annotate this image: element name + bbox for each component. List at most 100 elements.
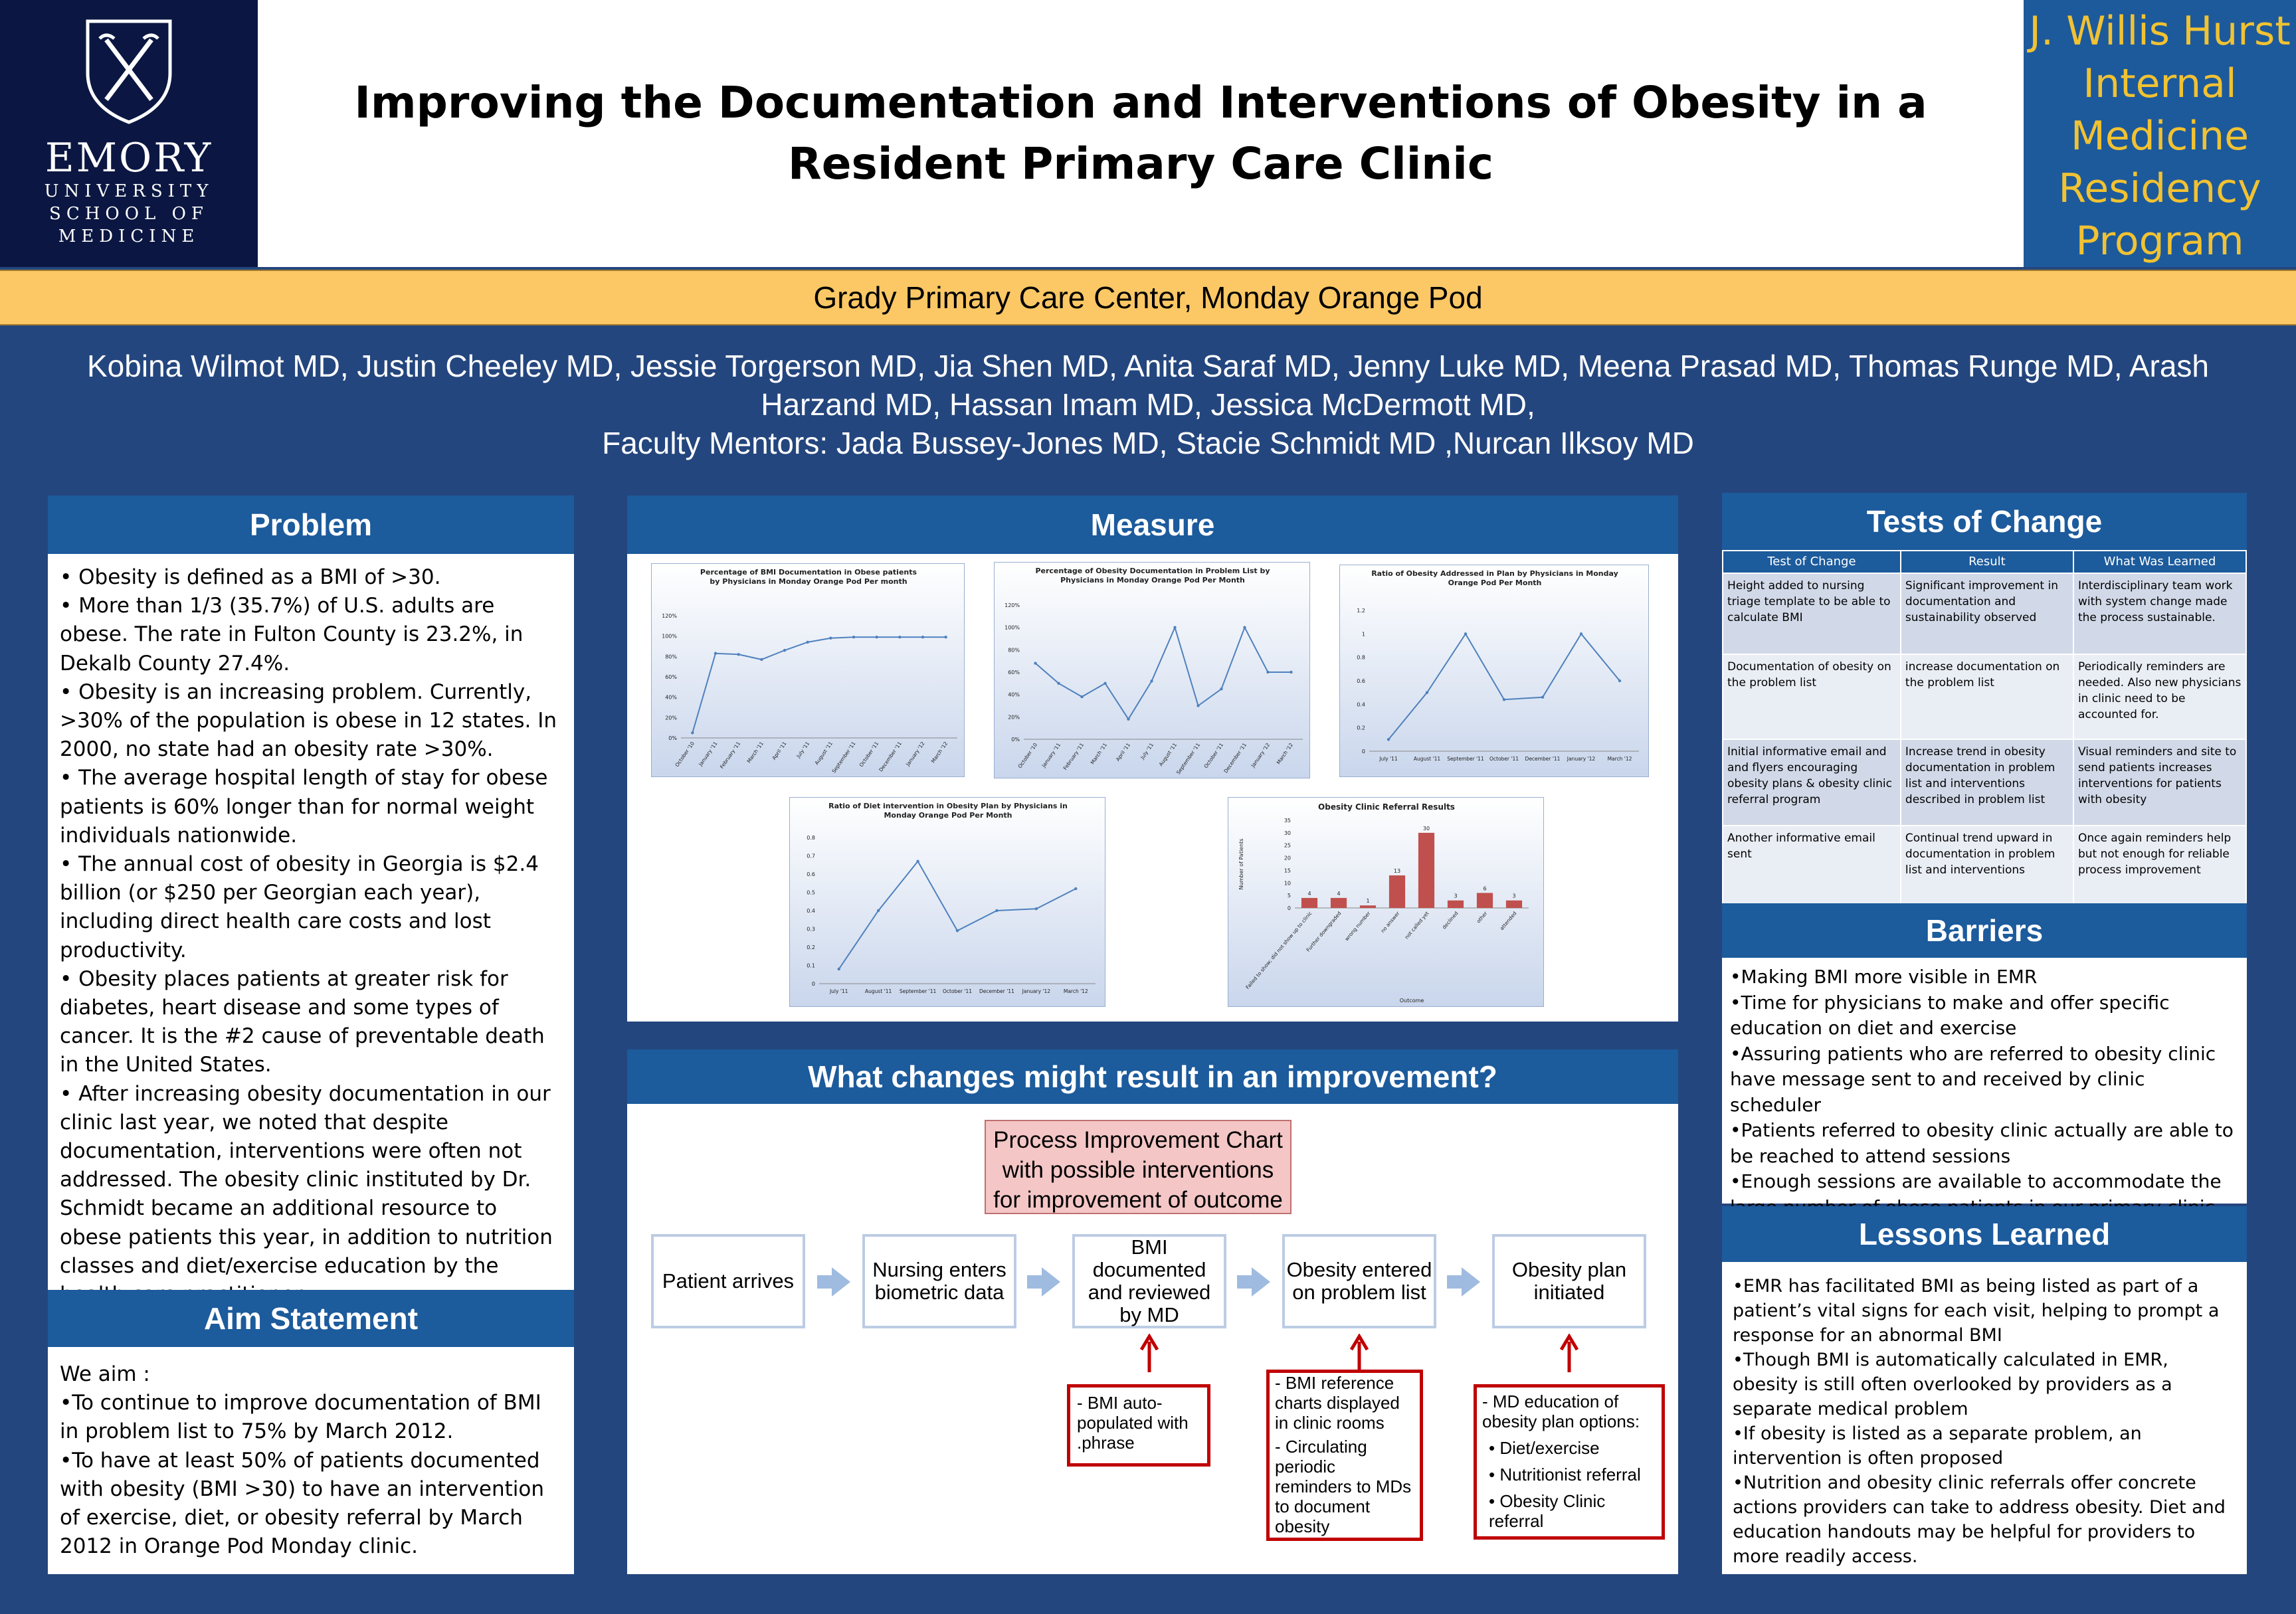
y-tick-label: 0 <box>1362 749 1365 755</box>
x-tick-label: January '12 <box>1022 988 1051 994</box>
series-line <box>692 636 946 733</box>
data-point <box>1034 907 1038 911</box>
lesson-item: •Nutrition and obesity clinic referrals … <box>1733 1473 2226 1567</box>
flow-step-nursing-biometric: Nursing enters biometric data <box>862 1234 1016 1328</box>
data-point <box>1502 698 1506 701</box>
y-tick-label: 0.8 <box>807 835 815 841</box>
x-tick-label: October '10 <box>674 741 696 768</box>
y-tick-label: 60% <box>1008 670 1020 675</box>
data-point <box>760 658 763 662</box>
tests-body: Test of Change Result What Was Learned H… <box>1722 550 2248 911</box>
flow-step-bmi-documented: BMI documented and reviewed by MD <box>1072 1234 1226 1328</box>
x-tick-label: April '11 <box>771 741 787 761</box>
x-tick-label: February '11 <box>1062 742 1086 771</box>
subtitle-bar: Grady Primary Care Center, Monday Orange… <box>0 270 2296 325</box>
y-tick-label: 0.1 <box>807 963 815 969</box>
data-point <box>1127 717 1130 721</box>
flow-arrow-icon <box>1447 1267 1480 1297</box>
x-tick-label: October '11 <box>858 741 880 768</box>
table-cell: Documentation of obesity on the problem … <box>1722 654 1901 740</box>
chart-title: Ratio of Obesity Addressed in Plan by Ph… <box>1371 569 1618 578</box>
aim-body: We aim : •To continue to improve documen… <box>48 1347 574 1574</box>
data-label: 1 <box>1366 898 1369 904</box>
problem-bullet: • The annual cost of obesity in Georgia … <box>60 852 539 962</box>
chart-title: Monday Orange Pod Per Month <box>884 811 1012 820</box>
x-tick-label: August '11 <box>814 741 834 766</box>
y-tick-label: 80% <box>1008 647 1020 653</box>
x-tick-label: March '11 <box>745 741 765 764</box>
problem-heading: Problem <box>48 495 574 554</box>
table-cell: Initial informative email and and flyers… <box>1722 739 1901 826</box>
x-tick-label: December '11 <box>1525 756 1561 762</box>
y-tick-label: 0.4 <box>807 908 815 914</box>
bar <box>1330 897 1347 908</box>
data-point <box>1074 887 1078 891</box>
table-row: Initial informative email and and flyers… <box>1722 739 2248 826</box>
series-line <box>1034 625 1292 721</box>
data-point <box>1243 626 1246 629</box>
logo-emory: EMORY <box>45 135 213 181</box>
barrier-item: •Assuring patients who are referred to o… <box>1730 1042 2216 1116</box>
logo-medicine: MEDICINE <box>58 226 200 246</box>
x-tick-label: October '10 <box>1017 742 1039 769</box>
bar <box>1476 893 1493 908</box>
x-tick-label: October '11 <box>1489 756 1519 762</box>
authors: Kobina Wilmot MD, Justin Cheeley MD, Jes… <box>0 347 2296 462</box>
barriers-body: •Making BMI more visible in EMR •Time fo… <box>1722 958 2247 1218</box>
y-tick-label: 80% <box>665 654 677 660</box>
process-improvement-text: Process Improvement Chart with possible … <box>993 1127 1283 1213</box>
chart-title: by Physicians in Monday Orange Pod Per m… <box>710 577 907 586</box>
chart-title: Physicians in Monday Orange Pod Per Mont… <box>1060 576 1245 584</box>
flow-step-obesity-plan: Obesity plan initiated <box>1492 1234 1646 1328</box>
data-point <box>921 636 925 639</box>
intervention-item: • Obesity Clinic referral <box>1489 1491 1606 1531</box>
problem-bullet: • The average hospital length of stay fo… <box>60 766 548 848</box>
x-tick-label: September '11 <box>900 988 937 994</box>
subtitle: Grady Primary Care Center, Monday Orange… <box>813 280 1483 315</box>
x-tick-label: April '11 <box>1115 742 1131 762</box>
data-point <box>1057 681 1060 685</box>
aim-line: •To have at least 50% of patients docume… <box>60 1448 544 1559</box>
x-tick-label: not called yet <box>1404 910 1430 940</box>
x-tick-label: August '11 <box>1158 742 1179 767</box>
lesson-item: •If obesity is listed as a separate prob… <box>1733 1423 2142 1469</box>
tests-heading: Tests of Change <box>1722 493 2247 550</box>
table-cell: Increase trend in obesity documentation … <box>1899 739 2074 826</box>
y-tick-label: 20% <box>665 715 677 721</box>
data-point <box>1150 679 1153 683</box>
chart-obesity-addressed-ratio: Ratio of Obesity Addressed in Plan by Ph… <box>1339 565 1649 777</box>
intervention-md-education: - MD education of obesity plan options: … <box>1474 1384 1665 1540</box>
process-improvement-box: Process Improvement Chart with possible … <box>985 1120 1292 1214</box>
aim-line: We aim : <box>60 1362 150 1386</box>
intervention-text: - BMI reference charts displayed in clin… <box>1275 1373 1400 1433</box>
flow-step-obesity-problem-list: Obesity entered on problem list <box>1282 1234 1436 1328</box>
x-tick-label: September '11 <box>830 741 856 774</box>
data-label: 3 <box>1512 893 1515 899</box>
data-point <box>1387 738 1390 741</box>
y-tick-label: 120% <box>662 613 677 619</box>
intervention-bmi-autopopulated: - BMI auto-populated with .phrase <box>1067 1384 1210 1467</box>
data-point <box>875 636 878 639</box>
poster-title: Improving the Documentation and Interven… <box>354 76 1927 189</box>
aim-heading: Aim Statement <box>48 1290 574 1347</box>
data-point <box>1425 691 1429 694</box>
data-point <box>1103 681 1107 685</box>
data-point <box>852 636 856 639</box>
data-point <box>1618 679 1622 683</box>
data-point <box>944 636 947 639</box>
data-point <box>829 636 832 640</box>
x-tick-label: September '11 <box>1175 742 1201 776</box>
y-tick-label: 0 <box>1288 905 1291 911</box>
table-cell: increase documentation on the problem li… <box>1899 654 2074 740</box>
tests-of-change-table: Test of Change Result What Was Learned H… <box>1722 550 2248 911</box>
data-point <box>714 652 718 655</box>
intervention-text: - Circulating periodic reminders to MDs … <box>1275 1437 1412 1536</box>
y-tick-label: 100% <box>1004 625 1020 631</box>
table-cell: Once again reminders help but not enough… <box>2072 825 2248 911</box>
intervention-text: - MD education of obesity plan options: <box>1482 1391 1640 1431</box>
data-label: 30 <box>1423 826 1430 832</box>
y-tick-label: 0% <box>1011 737 1020 743</box>
measure-heading: Measure <box>627 495 1678 554</box>
y-tick-label: 5 <box>1288 893 1291 899</box>
x-tick-label: March '12 <box>1064 988 1088 994</box>
